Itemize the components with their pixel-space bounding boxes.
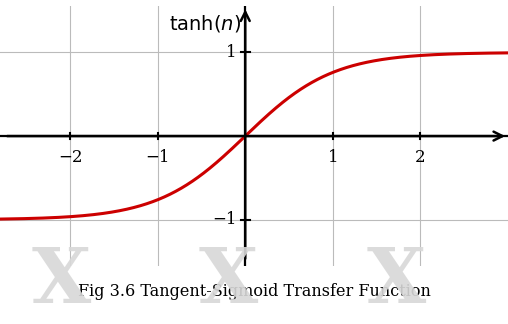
Text: 1: 1: [226, 44, 237, 61]
Text: $\mathrm{tanh}(\mathit{n})$: $\mathrm{tanh}(\mathit{n})$: [169, 13, 241, 34]
Text: −1: −1: [212, 211, 237, 228]
Text: 2: 2: [415, 149, 426, 167]
Text: Fig 3.6 Tangent-Sigmoid Transfer Function: Fig 3.6 Tangent-Sigmoid Transfer Functio…: [78, 283, 430, 300]
Text: −2: −2: [58, 149, 82, 167]
Text: X: X: [31, 245, 90, 319]
Text: $\mathit{n}$: $\mathit{n}$: [506, 145, 508, 162]
Text: X: X: [199, 245, 258, 319]
Text: 1: 1: [328, 149, 338, 167]
Text: −1: −1: [145, 149, 170, 167]
Text: X: X: [367, 245, 426, 319]
